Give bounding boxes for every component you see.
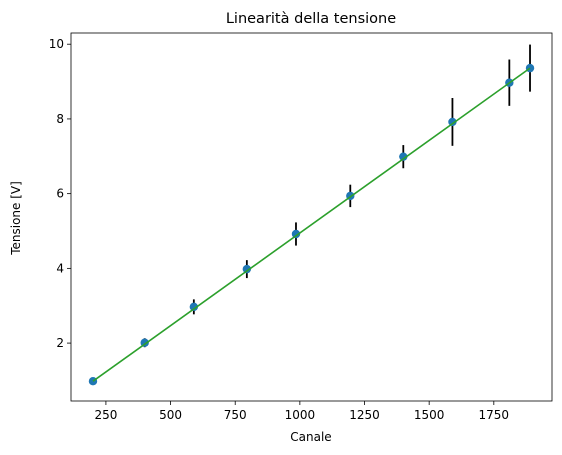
data-point — [242, 264, 252, 274]
data-point — [189, 302, 199, 312]
chart-title: Linearità della tensione — [226, 11, 396, 27]
fit-line — [92, 67, 531, 382]
data-point — [448, 117, 457, 127]
x-tick-label: 1250 — [349, 408, 380, 422]
x-tick-label: 1750 — [479, 408, 510, 422]
y-tick-label: 10 — [49, 37, 64, 51]
y-tick-label: 8 — [56, 112, 64, 126]
x-tick-label: 500 — [159, 408, 182, 422]
y-axis-label: Tensione [V] — [9, 181, 23, 256]
x-tick-label: 750 — [224, 408, 247, 422]
y-tick-label: 6 — [56, 187, 64, 201]
x-axis-label: Canale — [290, 430, 331, 444]
x-tick-label: 1500 — [414, 408, 445, 422]
x-tick-label: 1000 — [285, 408, 316, 422]
y-tick-label: 4 — [56, 261, 64, 275]
plot-area: 250 500 750 1000 1250 1500 1750 2 4 6 8 10 — [49, 32, 553, 422]
data-point — [399, 152, 408, 161]
y-tick-label: 2 — [56, 336, 64, 350]
data-point — [291, 229, 301, 239]
axes-frame — [70, 32, 553, 402]
x-tick-label: 250 — [94, 408, 117, 422]
